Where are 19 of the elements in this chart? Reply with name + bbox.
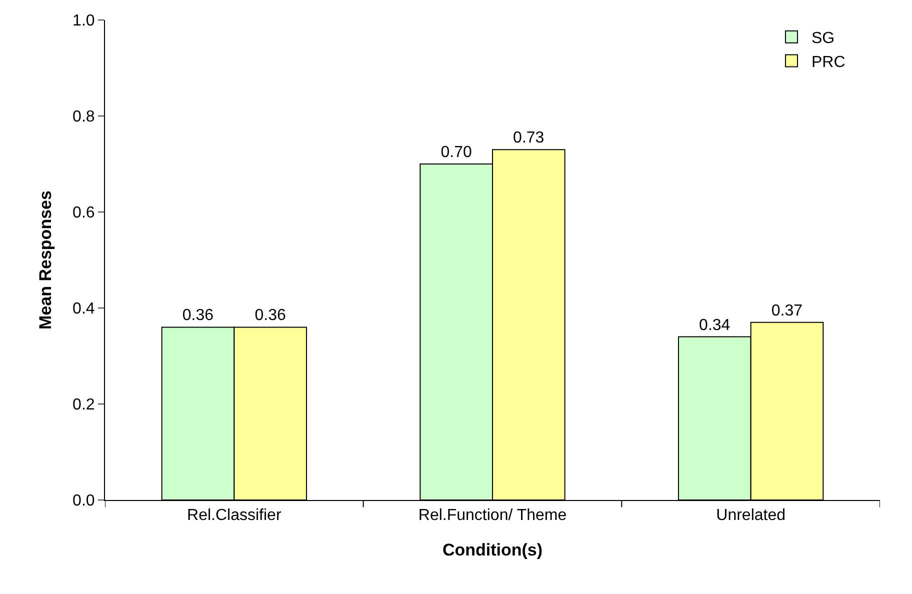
x-axis-title: Condition(s)	[442, 540, 543, 560]
y-tick-label: 0.6	[72, 204, 95, 222]
legend-label: SG	[812, 30, 835, 48]
y-tick-label: 0.0	[72, 492, 95, 510]
data-label: 0.37	[771, 302, 803, 320]
x-tick-label: Unrelated	[716, 507, 786, 524]
data-label: 0.70	[440, 144, 472, 161]
data-label: 0.73	[513, 130, 544, 147]
y-tick-label: 0.4	[72, 300, 95, 318]
y-axis-title: Mean Responses	[36, 190, 56, 330]
y-tick-label: 1.0	[72, 12, 95, 30]
y-tick-label: 0.8	[72, 108, 95, 126]
data-label: 0.36	[182, 307, 214, 324]
data-label: 0.34	[699, 316, 730, 334]
legend-label: PRC	[812, 54, 846, 71]
x-tick-label: Rel.Classifier	[187, 507, 282, 524]
y-tick-label: 0.2	[72, 396, 95, 414]
x-tick-label: Rel.Function/ Theme	[418, 507, 567, 524]
data-label: 0.36	[254, 307, 286, 324]
